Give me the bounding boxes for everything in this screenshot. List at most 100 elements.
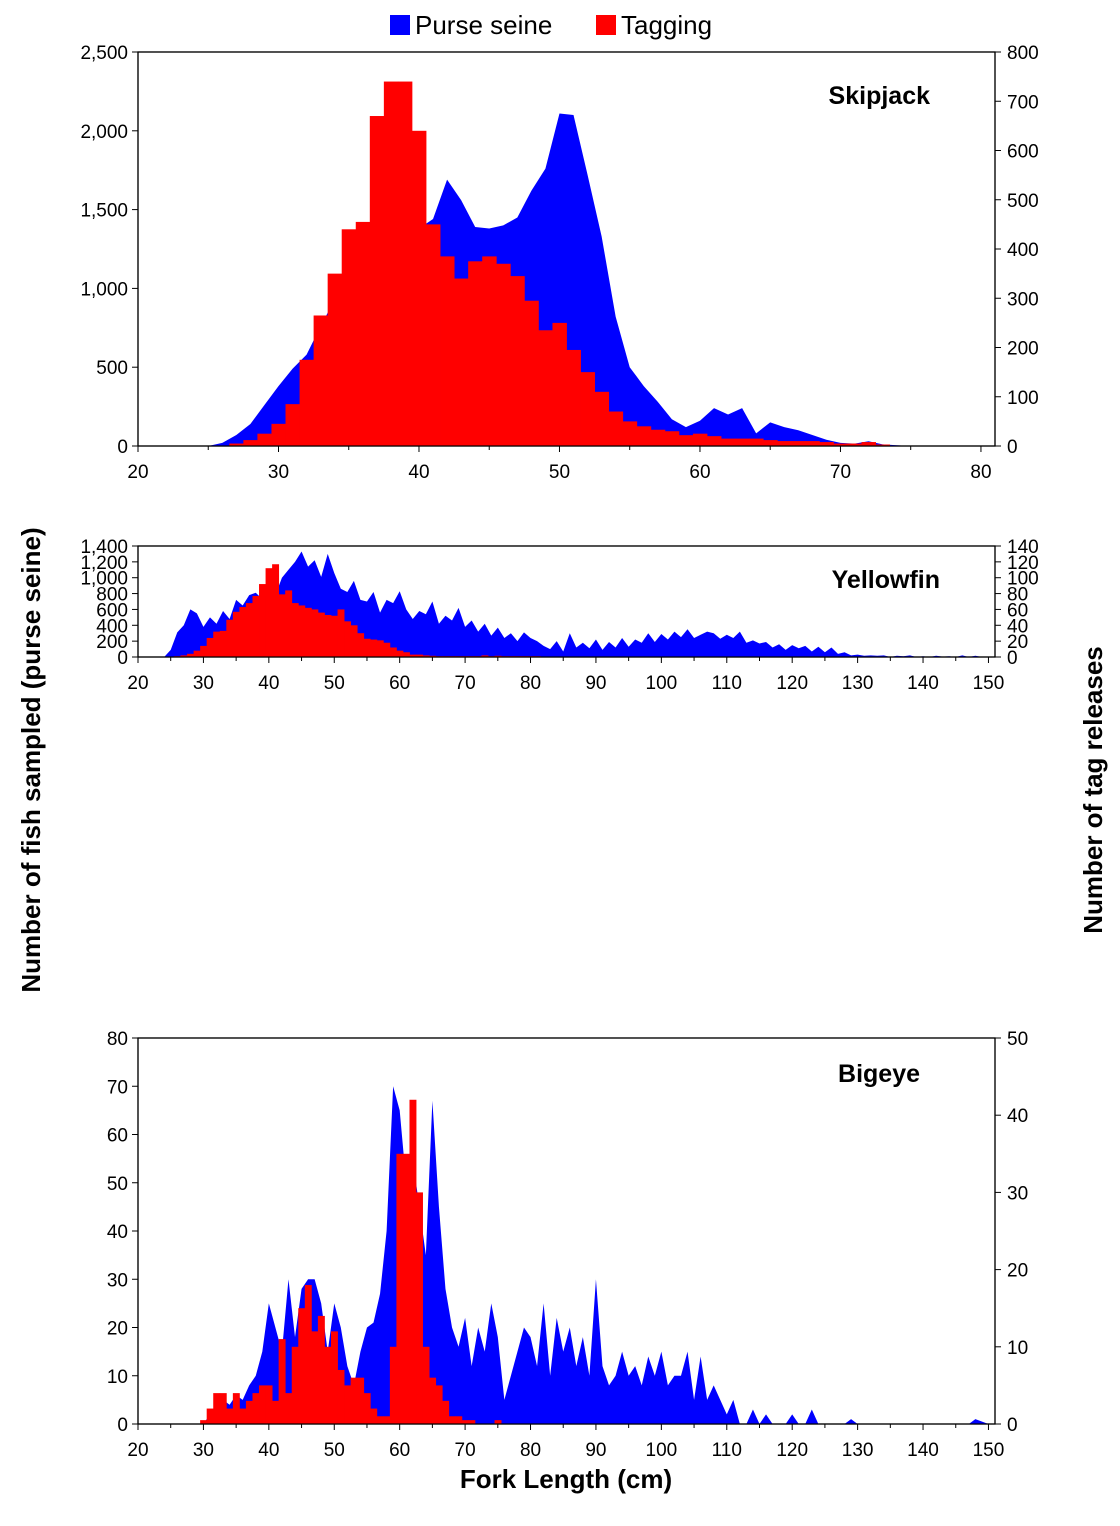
tag-bar bbox=[389, 1346, 397, 1424]
tag-bar bbox=[239, 1408, 247, 1424]
series-area-purse-seine bbox=[138, 1086, 989, 1424]
panel-yellowfin: 20 30 40 50 60 70 80 90 100 110 120 130 140 150020040… bbox=[80, 537, 1038, 694]
tag-bar bbox=[440, 256, 455, 446]
y-left-tick-label: 1,400 bbox=[80, 537, 128, 558]
x-tick-label: 60 bbox=[689, 462, 710, 483]
tag-bar bbox=[429, 1377, 437, 1424]
series-bars-tagging bbox=[200, 1099, 502, 1424]
tag-bar bbox=[608, 411, 624, 446]
x-tick-label: 20 bbox=[127, 673, 148, 694]
tag-bar bbox=[396, 1153, 404, 1424]
tag-bar bbox=[735, 438, 750, 446]
y-left-tick-label: 0 bbox=[117, 437, 128, 458]
tag-bar bbox=[219, 1393, 227, 1424]
tag-bar bbox=[409, 654, 417, 657]
y-axis-title-left: Number of fish sampled (purse seine) bbox=[16, 527, 46, 992]
y-left-tick-label: 80 bbox=[107, 1029, 128, 1050]
tag-bar bbox=[259, 1385, 266, 1424]
y-right-tick-label: 20 bbox=[1007, 1261, 1028, 1282]
tag-bar bbox=[252, 1393, 260, 1424]
x-tick-label: 100 bbox=[646, 673, 678, 694]
y-left-tick-label: 500 bbox=[96, 358, 128, 379]
x-tick-label: 140 bbox=[907, 1440, 939, 1461]
tag-bar bbox=[454, 278, 469, 446]
tag-bar bbox=[552, 322, 567, 447]
x-tick-label: 30 bbox=[193, 673, 214, 694]
tag-bar bbox=[285, 590, 293, 657]
y-left-tick-label: 40 bbox=[107, 1222, 128, 1243]
tag-bar bbox=[219, 630, 227, 657]
tag-bar bbox=[311, 1331, 319, 1424]
tag-bar bbox=[278, 1339, 286, 1424]
tag-bar bbox=[291, 1346, 299, 1424]
tag-bar bbox=[370, 639, 378, 657]
tag-bar bbox=[389, 647, 397, 657]
y-left-tick-label: 2,500 bbox=[80, 43, 128, 64]
tag-bar bbox=[383, 642, 391, 657]
tag-bar bbox=[422, 1346, 430, 1424]
x-tick-label: 70 bbox=[455, 1440, 476, 1461]
tag-bar bbox=[482, 256, 497, 446]
tag-bar bbox=[187, 653, 194, 657]
x-tick-label: 150 bbox=[973, 673, 1005, 694]
y-right-tick-label: 80 bbox=[1007, 585, 1028, 606]
tag-bar bbox=[350, 625, 358, 657]
tag-bar bbox=[422, 655, 430, 657]
y-left-tick-label: 1,000 bbox=[80, 279, 128, 300]
panel-title: Bigeye bbox=[838, 1060, 920, 1088]
legend-swatch-tagging bbox=[596, 15, 616, 35]
tag-bar bbox=[763, 440, 778, 446]
tag-bar bbox=[875, 444, 891, 446]
tag-bar bbox=[245, 603, 253, 657]
y-right-tick-label: 0 bbox=[1007, 437, 1018, 458]
y-right-tick-label: 30 bbox=[1007, 1183, 1028, 1204]
tag-bar bbox=[350, 1377, 358, 1424]
tag-bar bbox=[357, 1377, 365, 1424]
x-tick-label: 30 bbox=[268, 462, 289, 483]
y-left-tick-label: 0 bbox=[117, 1415, 128, 1436]
tag-bar bbox=[239, 607, 247, 657]
plot-frame-border bbox=[137, 545, 996, 658]
y-right-tick-label: 100 bbox=[1007, 388, 1039, 409]
tag-bar bbox=[383, 1416, 391, 1424]
tag-bar bbox=[285, 1393, 293, 1424]
tag-bar bbox=[245, 1400, 253, 1424]
y-left-tick-label: 1,000 bbox=[80, 569, 128, 590]
tag-bar bbox=[341, 229, 357, 446]
y-right-tick-label: 10 bbox=[1007, 1338, 1028, 1359]
tag-bar bbox=[355, 221, 371, 446]
y-right-tick-label: 60 bbox=[1007, 600, 1028, 621]
x-tick-label: 20 bbox=[127, 1440, 148, 1461]
tag-bar bbox=[180, 655, 188, 657]
tag-bar bbox=[706, 436, 722, 446]
tag-bar bbox=[363, 638, 371, 657]
y-right-tick-label: 800 bbox=[1007, 43, 1039, 64]
tag-bar bbox=[402, 1153, 410, 1424]
tag-bar bbox=[369, 116, 385, 447]
y-right-tick-label: 20 bbox=[1007, 632, 1028, 653]
legend-label-tagging: Tagging bbox=[621, 10, 712, 40]
tag-bar bbox=[278, 594, 286, 657]
tag-bar bbox=[494, 1420, 502, 1424]
tag-bar bbox=[777, 441, 792, 446]
panel-title: Skipjack bbox=[829, 82, 931, 110]
tag-bar bbox=[664, 431, 680, 446]
x-tick-label: 120 bbox=[776, 673, 808, 694]
y-left-tick-label: 20 bbox=[107, 1319, 128, 1340]
y-right-tick-label: 300 bbox=[1007, 289, 1039, 310]
tag-bar bbox=[324, 1346, 332, 1424]
x-tick-label: 90 bbox=[585, 673, 606, 694]
y-right-tick-label: 200 bbox=[1007, 339, 1039, 360]
x-tick-label: 130 bbox=[842, 1440, 874, 1461]
y-left-tick-label: 70 bbox=[107, 1077, 128, 1098]
x-tick-label: 130 bbox=[842, 673, 874, 694]
tag-bar bbox=[193, 650, 201, 657]
tag-bar bbox=[344, 1385, 352, 1424]
tag-bar bbox=[791, 441, 806, 446]
x-tick-label: 20 bbox=[127, 462, 148, 483]
tag-bar bbox=[226, 1408, 234, 1424]
tag-bar bbox=[285, 404, 300, 446]
tag-bar bbox=[304, 1285, 312, 1424]
tag-bar bbox=[272, 1400, 280, 1424]
x-tick-label: 80 bbox=[970, 462, 991, 483]
